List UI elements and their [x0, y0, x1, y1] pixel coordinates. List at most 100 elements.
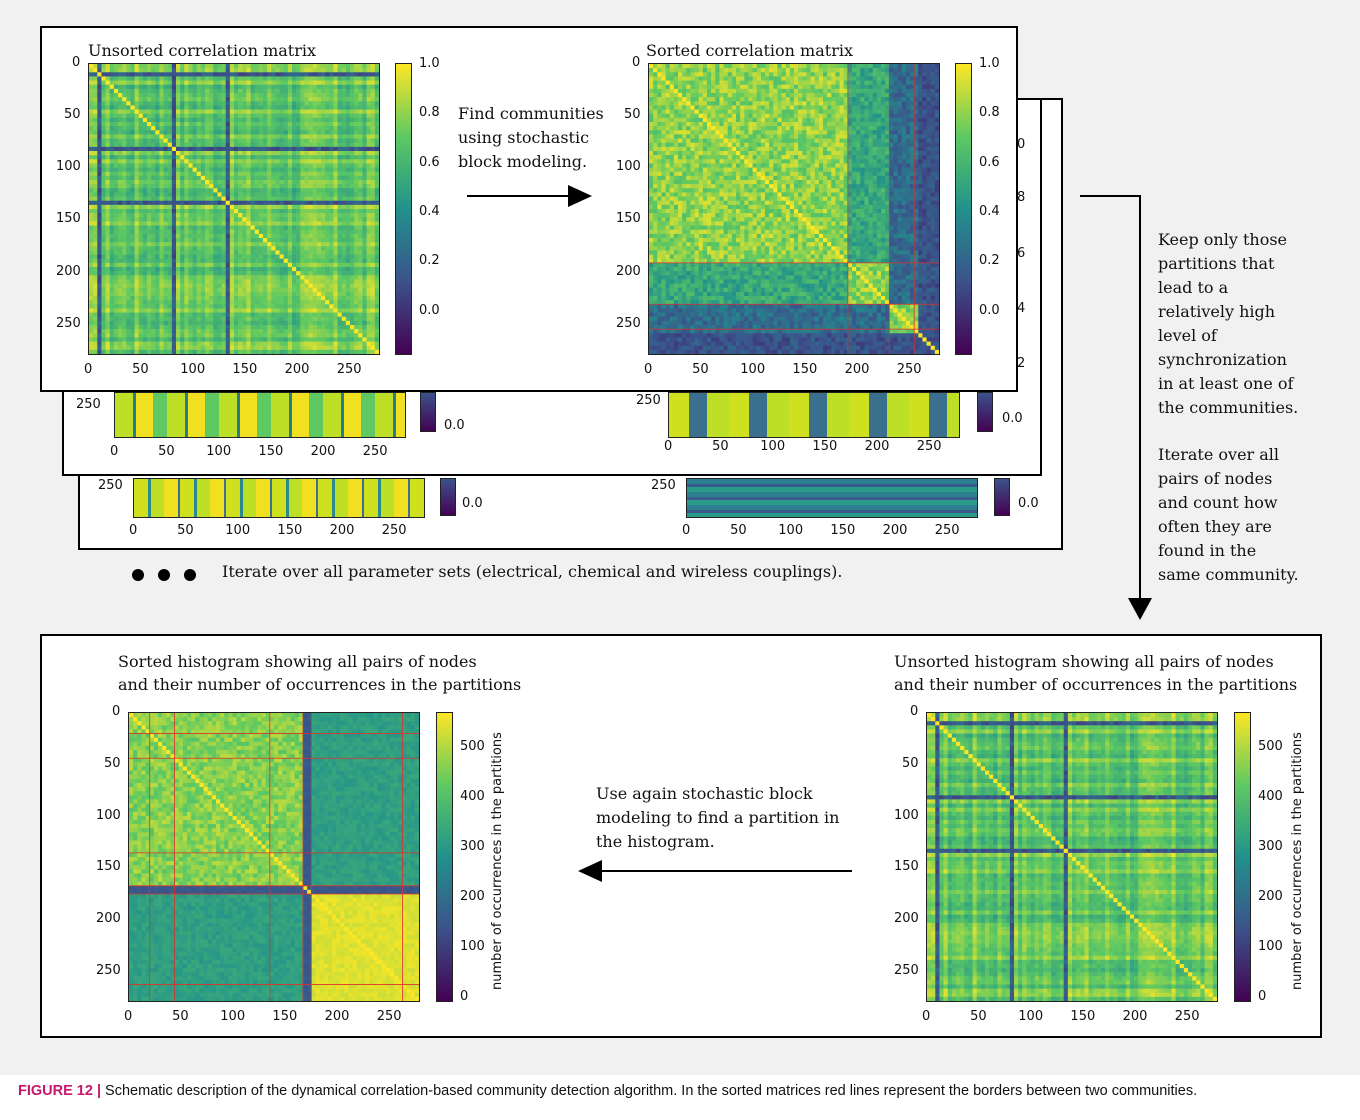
x-tick: 0	[664, 439, 673, 454]
x-tick: 0	[124, 1009, 133, 1024]
y-tick: 0	[910, 704, 919, 719]
unsorted-histogram-colorbar	[1234, 712, 1251, 1002]
colorbar-tick: 0	[460, 989, 469, 1004]
caption-label: FIGURE 12 |	[18, 1083, 102, 1099]
sorted-histogram-matrix	[128, 712, 420, 1002]
x-tick: 250	[934, 523, 960, 538]
back2-left-ytick-250: 250	[98, 478, 123, 493]
x-tick: 200	[844, 362, 870, 377]
keep-line-7: in at least one of	[1158, 374, 1294, 393]
keep-line-1: Keep only those	[1158, 230, 1288, 249]
keep-line-3: lead to a	[1158, 278, 1229, 297]
back-partial-digit-1: 0	[1017, 137, 1026, 152]
x-tick: 200	[864, 439, 890, 454]
x-tick: 150	[830, 523, 856, 538]
x-tick: 100	[778, 523, 804, 538]
back1-right-colorbar	[977, 392, 993, 432]
back2-left-colorbar	[440, 478, 456, 516]
keep-line-2: partitions that	[1158, 254, 1275, 273]
colorbar-tick: 1.0	[979, 56, 1000, 71]
y-tick: 150	[56, 211, 81, 227]
x-tick: 200	[284, 362, 310, 377]
x-tick: 0	[84, 362, 93, 377]
y-tick: 100	[894, 807, 919, 823]
find-communities-line-2: using stochastic	[458, 128, 590, 147]
keep-partitions-text: Keep only those partitions that lead to …	[1158, 228, 1298, 420]
bottom-left-title-1: Sorted histogram showing all pairs of no…	[118, 652, 477, 671]
y-tick: 150	[894, 859, 919, 875]
find-communities-line-3: block modeling.	[458, 152, 588, 171]
y-tick: 150	[96, 859, 121, 875]
iterate-pairs-text: Iterate over all pairs of nodes and coun…	[1158, 443, 1299, 587]
y-tick: 0	[112, 704, 121, 719]
keep-line-4: relatively high	[1158, 302, 1276, 321]
y-tick: 100	[616, 159, 641, 175]
back-partial-digit-5: 2	[1017, 356, 1026, 371]
back2-left-cbar-tick: 0.0	[462, 496, 483, 511]
back2-left-matrix	[133, 478, 425, 518]
back-partial-digit-2: 8	[1017, 190, 1026, 205]
x-tick: 50	[712, 439, 729, 454]
y-tick: 250	[616, 315, 641, 331]
colorbar-tick: 0.0	[419, 302, 440, 318]
x-tick: 0	[922, 1009, 931, 1024]
figure-caption: FIGURE 12 | Schematic description of the…	[18, 1080, 1338, 1102]
x-tick: 100	[225, 523, 251, 538]
y-tick: 50	[624, 107, 641, 123]
colorbar-tick: 500	[460, 739, 485, 754]
use-again-text: Use again stochastic block modeling to f…	[596, 782, 839, 854]
sorted-histogram-colorbar	[436, 712, 453, 1002]
colorbar-tick: 0.2	[979, 253, 1000, 269]
y-tick: 0	[632, 55, 641, 70]
iterate-pairs-line-3: and count how	[1158, 493, 1278, 512]
use-again-line-3: the histogram.	[596, 832, 715, 851]
y-tick: 50	[104, 755, 121, 771]
bottom-right-title-2: and their number of occurrences in the p…	[894, 675, 1298, 694]
iterate-pairs-line-2: pairs of nodes	[1158, 469, 1273, 488]
back1-right-matrix	[668, 392, 960, 438]
x-tick: 100	[1018, 1009, 1044, 1024]
x-tick: 250	[336, 362, 362, 377]
back2-right-colorbar	[994, 478, 1010, 516]
colorbar-tick: 0.4	[419, 204, 440, 219]
colorbar-tick: 0.6	[419, 154, 440, 170]
x-tick: 50	[172, 1009, 189, 1024]
x-tick: 0	[110, 444, 119, 459]
x-tick: 100	[220, 1009, 246, 1024]
back2-right-matrix	[686, 478, 978, 518]
x-tick: 200	[329, 523, 355, 538]
bottom-left-title-2: and their number of occurrences in the p…	[118, 675, 522, 694]
x-tick: 0	[644, 362, 653, 377]
x-tick: 150	[277, 523, 303, 538]
unsorted-histogram-colorbar-label: number of occurrences in the partitions	[1290, 732, 1305, 990]
x-tick: 100	[740, 362, 766, 377]
top-left-title: Unsorted correlation matrix	[88, 41, 317, 60]
colorbar-tick: 300	[460, 839, 485, 854]
back1-left-ytick-250: 250	[76, 397, 101, 412]
x-tick: 150	[812, 439, 838, 454]
iterate-params-text: Iterate over all parameter sets (electri…	[222, 562, 843, 581]
y-tick: 250	[96, 962, 121, 978]
y-tick: 200	[894, 911, 919, 927]
colorbar-tick: 200	[460, 889, 485, 904]
iterate-pairs-line-5: found in the	[1158, 541, 1257, 560]
x-tick: 200	[882, 523, 908, 538]
back-partial-digit-3: 6	[1017, 246, 1026, 261]
y-tick: 100	[96, 807, 121, 823]
top-right-title: Sorted correlation matrix	[646, 41, 853, 60]
back-partial-digit-4: 4	[1017, 301, 1026, 316]
x-tick: 50	[177, 523, 194, 538]
back1-left-colorbar	[420, 392, 436, 432]
x-tick: 0	[129, 523, 138, 538]
colorbar-tick: 100	[460, 939, 485, 954]
back1-left-cbar-tick: 0.0	[444, 418, 465, 433]
y-tick: 100	[56, 159, 81, 175]
caption-text: Schematic description of the dynamical c…	[101, 1083, 1198, 1099]
y-tick: 50	[902, 755, 919, 771]
x-tick: 100	[206, 444, 232, 459]
y-tick: 50	[64, 107, 81, 123]
y-tick: 150	[616, 211, 641, 227]
find-communities-text: Find communities using stochastic block …	[458, 102, 604, 174]
colorbar-tick: 300	[1258, 839, 1283, 854]
colorbar-tick: 100	[1258, 939, 1283, 954]
